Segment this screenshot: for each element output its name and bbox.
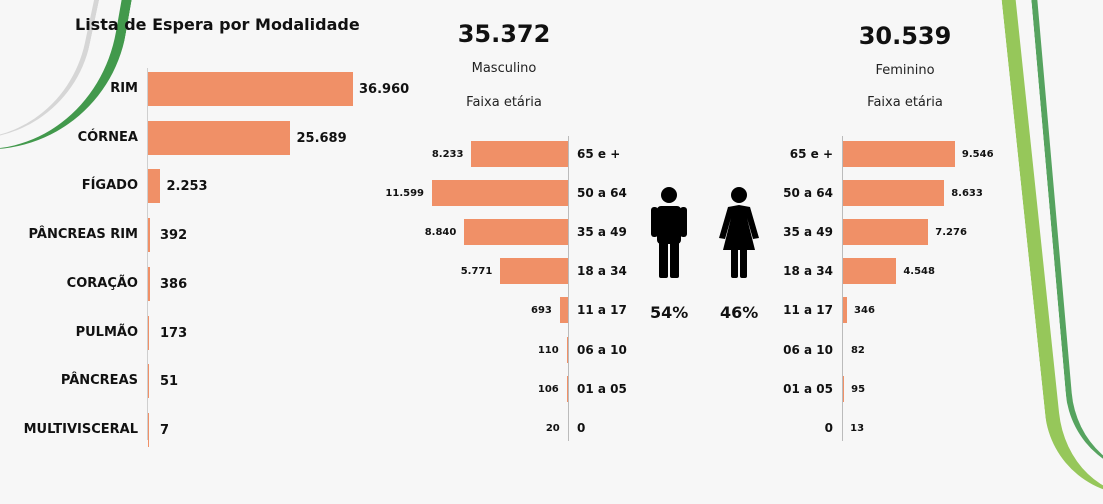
female-age-value-label: 13 [850,422,865,434]
modalidade-category-label: PÂNCREAS RIM [28,227,138,243]
male-axis-line [568,136,569,441]
modalidade-value-label: 7 [160,422,170,438]
male-age-group-label: 0 [577,420,586,435]
female-age-value-label: 95 [851,383,866,395]
female-age-group-label: 01 a 05 [783,381,833,396]
modalidade-category-label: PULMÃO [75,324,138,340]
female-age-value-label: 4.548 [903,266,935,278]
female-age-value-label: 82 [850,344,865,356]
modalidade-bar [148,218,151,253]
modalidade-bar [148,120,291,155]
male-age-value-label: 11.599 [385,188,424,200]
female-age-group-label: 65 e + [789,147,833,161]
female-age-group-label: 50 a 64 [783,186,833,201]
modalidade-category-label: CÓRNEA [77,129,138,145]
male-age-value-label: 8.233 [431,149,464,160]
male-label: Masculino [471,61,537,76]
modalidade-bar [148,412,149,447]
female-age-bar [843,258,897,285]
male-age-value-label: 5.771 [460,266,493,278]
male-percent: 54% [650,303,689,322]
modalidade-value-label: 392 [160,228,188,244]
male-age-value-label: 693 [531,305,552,317]
female-percent: 46% [720,303,759,322]
male-age-group-label: 11 a 17 [577,303,627,318]
female-axis-line [842,136,843,441]
female-age-bar [843,180,945,207]
male-person-icon [649,186,689,284]
chart-title-modalidade: Lista de Espera por Modalidade [75,15,360,34]
modalidade-value-label: 2.253 [166,179,208,195]
female-age-bar [843,375,845,402]
modalidade-value-label: 25.689 [296,130,347,146]
female-age-bar [843,297,848,324]
female-age-value-label: 9.546 [961,149,994,160]
modalidade-value-label: 36.960 [359,82,410,97]
female-age-group-label: 18 a 34 [783,264,833,279]
female-age-value-label: 346 [854,305,875,317]
female-label: Feminino [875,63,935,78]
male-age-value-label: 20 [545,422,560,434]
modalidade-bar [148,169,161,204]
modalidade-axis-line [147,68,148,440]
male-age-group-label: 35 a 49 [577,225,627,240]
female-age-group-label: 11 a 17 [783,303,833,318]
male-age-group-label: 65 e + [577,147,621,161]
female-age-bar [843,219,929,246]
female-age-value-label: 8.633 [951,188,983,200]
modalidade-category-label: MULTIVISCERAL [23,421,138,437]
male-age-value-label: 110 [537,344,559,356]
male-age-subtitle: Faixa etária [466,95,542,110]
modalidade-value-label: 173 [160,325,188,341]
male-age-group-label: 01 a 05 [577,381,627,396]
female-age-group-label: 06 a 10 [783,342,833,357]
female-age-value-label: 7.276 [935,227,967,239]
female-total: 30.539 [858,22,952,50]
male-age-bar [471,141,568,167]
male-age-bar [432,180,568,207]
modalidade-category-label: PÂNCREAS [60,373,138,389]
modalidade-bar [148,72,353,106]
male-age-bar [500,258,568,285]
female-age-bar [843,141,955,167]
modalidade-value-label: 51 [160,374,179,390]
male-age-value-label: 106 [537,383,559,395]
male-age-group-label: 18 a 34 [577,264,627,279]
modalidade-category-label: FÍGADO [81,178,138,194]
male-age-bar [559,297,568,324]
modalidade-bar [148,364,149,399]
female-age-subtitle: Faixa etária [867,95,943,110]
modalidade-value-label: 386 [160,276,188,292]
female-age-group-label: 0 [824,420,833,435]
modalidade-bar [148,315,149,350]
modalidade-bar [148,266,151,301]
male-age-bar [464,219,568,246]
male-age-group-label: 50 a 64 [577,186,627,201]
modalidade-category-label: CORAÇÃO [66,275,138,291]
male-age-value-label: 8.840 [424,227,457,239]
male-age-bar [566,336,568,363]
male-total: 35.372 [457,20,551,48]
modalidade-category-label: RIM [110,81,138,96]
male-age-bar [566,375,568,402]
female-person-icon [717,186,761,284]
female-age-group-label: 35 a 49 [783,225,833,240]
male-age-group-label: 06 a 10 [577,342,627,357]
